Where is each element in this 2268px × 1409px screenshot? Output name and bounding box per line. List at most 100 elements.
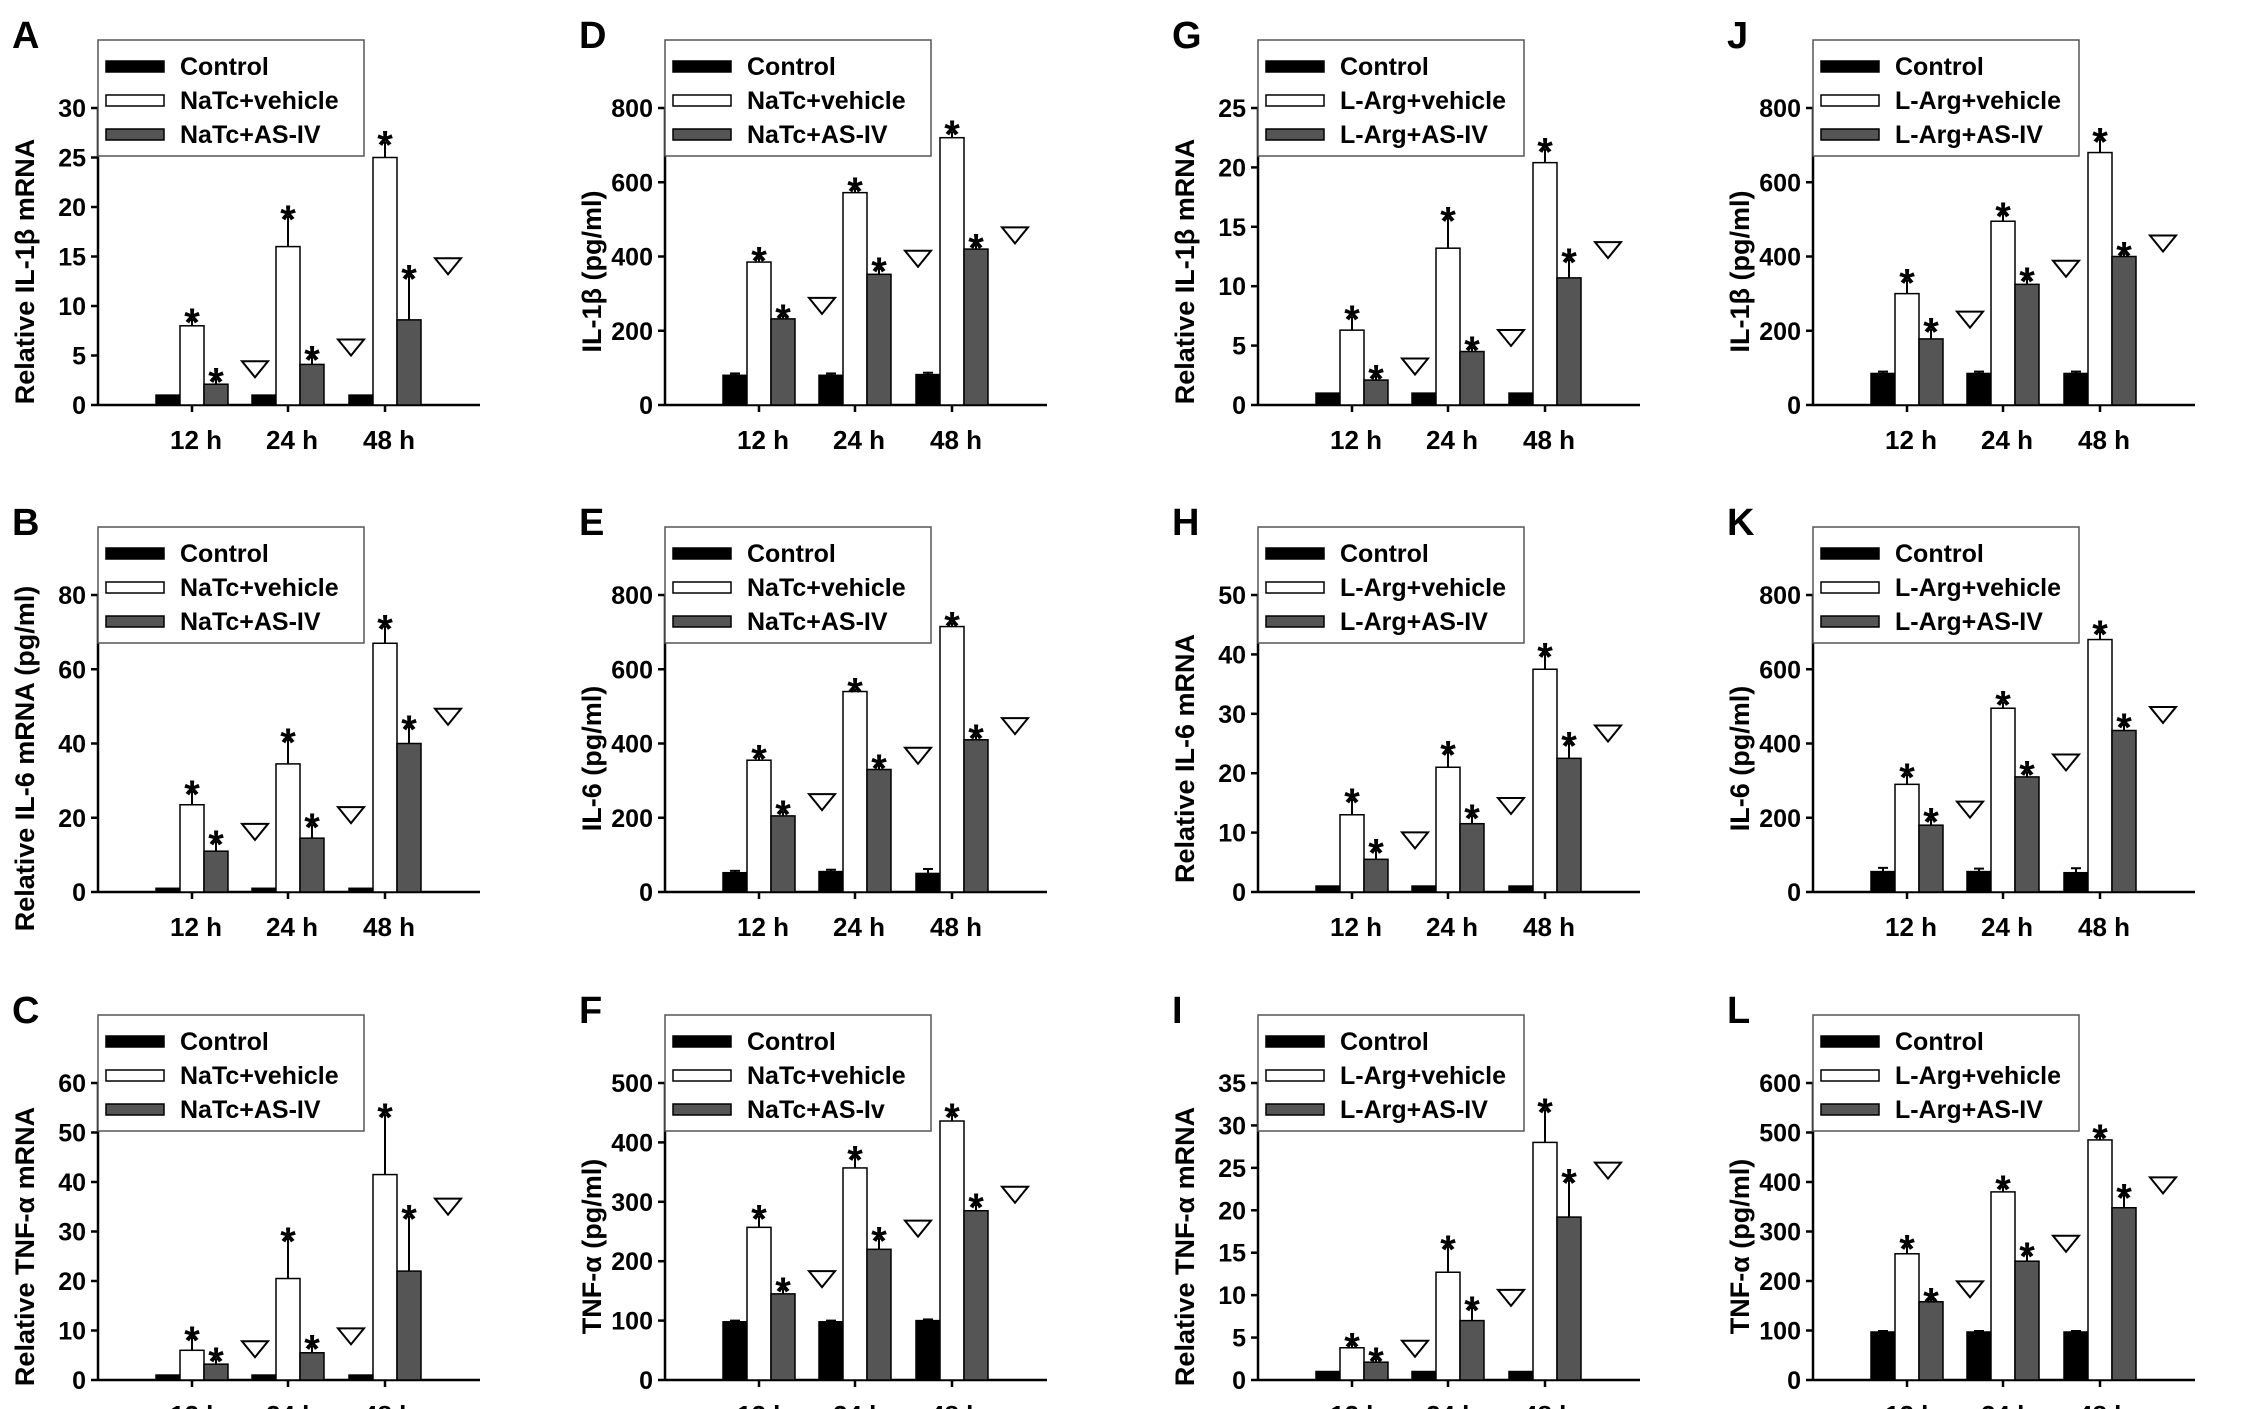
- legend-swatch: [105, 94, 165, 107]
- panel-letter: F: [579, 990, 602, 1032]
- significance-asterisk: *: [871, 747, 887, 791]
- significance-asterisk: *: [2092, 1117, 2108, 1161]
- y-tick-label: 0: [72, 1367, 86, 1395]
- significance-asterisk: *: [304, 1327, 320, 1371]
- significance-asterisk: *: [1464, 797, 1480, 841]
- significance-asterisk: *: [2092, 121, 2108, 165]
- significance-asterisk: *: [304, 338, 320, 382]
- x-tick-label: 24 h: [1981, 1400, 2033, 1409]
- bar-l-arg-vehicle: [1894, 1253, 1920, 1381]
- triangle-marker-icon: [432, 707, 464, 727]
- x-tick-label: 24 h: [1981, 425, 2033, 455]
- legend-label: L-Arg+vehicle: [1340, 1062, 1506, 1090]
- y-tick-label: 20: [1218, 1197, 1246, 1225]
- bar-natc-vehicle: [939, 136, 965, 406]
- bar-l-arg-vehicle: [1532, 1141, 1558, 1381]
- legend-label: L-Arg+vehicle: [1340, 574, 1506, 602]
- significance-asterisk: *: [2092, 613, 2108, 657]
- panel-letter: H: [1172, 502, 1199, 544]
- triangle-marker-icon: [902, 1219, 934, 1239]
- legend-swatch: [105, 1069, 165, 1082]
- y-axis-label: IL-1β (pg/ml): [577, 191, 607, 353]
- y-tick-label: 600: [1759, 656, 1801, 684]
- significance-asterisk: *: [751, 239, 767, 283]
- bar-control: [1870, 870, 1896, 893]
- legend: Control L-Arg+vehicle L-Arg+AS-IV: [1257, 39, 1525, 157]
- bar-l-arg-as-iv: [1459, 350, 1485, 406]
- bar-natc-as-iv: [866, 273, 892, 406]
- x-tick-label: 48 h: [930, 1400, 982, 1409]
- x-tick-label: 12 h: [737, 912, 789, 942]
- bar-natc-vehicle: [179, 804, 205, 893]
- y-tick-label: 30: [58, 1219, 86, 1247]
- x-tick-label: 48 h: [2078, 1400, 2130, 1409]
- y-tick-label: 50: [58, 1120, 86, 1148]
- legend: Control NaTc+vehicle NaTc+AS-IV: [664, 39, 932, 157]
- y-tick-label: 0: [72, 392, 86, 420]
- significance-asterisk: *: [208, 1340, 224, 1384]
- legend-swatch: [105, 615, 165, 628]
- significance-asterisk: *: [1368, 1340, 1384, 1384]
- bar-l-arg-vehicle: [1990, 1191, 2016, 1381]
- x-tick-label: 48 h: [1523, 912, 1575, 942]
- x-tick-label: 12 h: [737, 1400, 789, 1409]
- bar-control: [2063, 871, 2089, 893]
- y-tick-label: 300: [1759, 1219, 1801, 1247]
- bar-l-arg-vehicle: [2087, 1139, 2113, 1381]
- x-tick-label: 24 h: [833, 425, 885, 455]
- y-tick-label: 600: [611, 656, 653, 684]
- y-tick-label: 300: [611, 1189, 653, 1217]
- legend-swatch: [1265, 615, 1325, 628]
- legend-swatch: [672, 547, 732, 560]
- x-tick-label: 48 h: [930, 912, 982, 942]
- bar-natc-vehicle: [179, 325, 205, 406]
- triangle-marker-icon: [806, 1270, 838, 1289]
- bar-control: [1870, 372, 1896, 406]
- bar-control: [818, 374, 844, 406]
- bar-l-arg-vehicle: [1339, 329, 1365, 406]
- legend-label: Control: [1895, 53, 1984, 81]
- significance-asterisk: *: [1368, 357, 1384, 401]
- significance-asterisk: *: [1561, 725, 1577, 769]
- bar-control: [722, 1321, 748, 1381]
- x-tick-label: 48 h: [363, 1400, 415, 1409]
- bar-natc-vehicle: [275, 763, 301, 893]
- y-tick-label: 30: [1218, 1112, 1246, 1140]
- legend-swatch: [105, 60, 165, 73]
- x-tick-label: 48 h: [930, 425, 982, 455]
- bar-natc-as-iv: [866, 1248, 892, 1381]
- bar-natc-as-iv: [299, 363, 325, 406]
- significance-asterisk: *: [377, 608, 393, 652]
- y-axis-label: Relative IL-6 mRNA (pg/ml): [10, 586, 40, 932]
- significance-asterisk: *: [1899, 1227, 1915, 1271]
- legend-label: NaTc+vehicle: [180, 87, 339, 115]
- legend-label: Control: [180, 1028, 269, 1056]
- y-tick-label: 10: [58, 1318, 86, 1346]
- triangle-marker-icon: [1592, 241, 1624, 260]
- bar-natc-as-iv: [866, 768, 892, 893]
- bar-control: [155, 887, 181, 893]
- x-tick-label: 48 h: [2078, 912, 2130, 942]
- bar-natc-vehicle: [842, 191, 868, 406]
- bar-l-arg-vehicle: [1339, 1347, 1365, 1381]
- legend-label: L-Arg+AS-IV: [1340, 608, 1488, 636]
- x-tick-label: 12 h: [1330, 1400, 1382, 1409]
- triangle-marker-icon: [2147, 705, 2179, 725]
- x-tick-label: 24 h: [1426, 1400, 1478, 1409]
- triangle-marker-icon: [239, 1340, 271, 1359]
- significance-asterisk: *: [208, 360, 224, 404]
- y-tick-label: 200: [1759, 318, 1801, 346]
- bar-control: [348, 887, 374, 893]
- significance-asterisk: *: [401, 257, 417, 301]
- triangle-marker-icon: [239, 822, 271, 842]
- legend: Control L-Arg+vehicle L-Arg+AS-IV: [1257, 526, 1525, 644]
- bar-natc-vehicle: [746, 1226, 772, 1381]
- bar-l-arg-as-iv: [2014, 283, 2040, 406]
- y-axis-label: IL-6 (pg/ml): [1725, 686, 1755, 831]
- significance-asterisk: *: [968, 1186, 984, 1230]
- y-tick-label: 0: [639, 392, 653, 420]
